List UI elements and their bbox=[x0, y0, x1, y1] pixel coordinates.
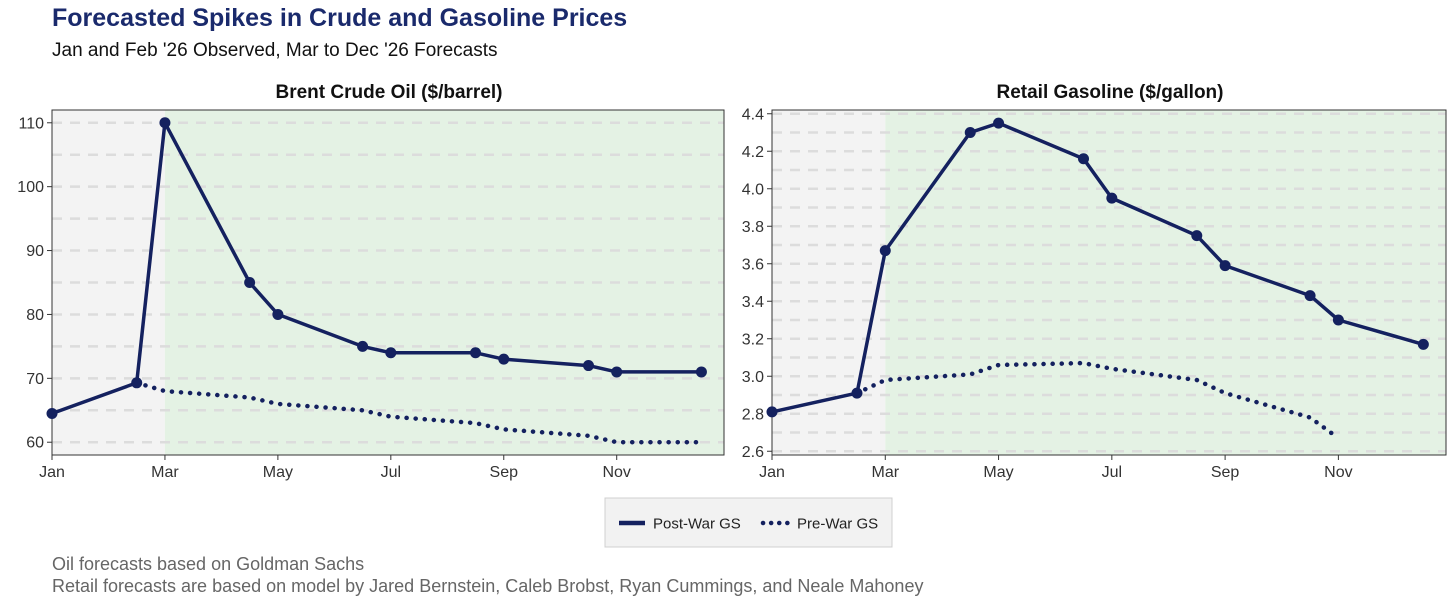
x-tick-label: Mar bbox=[871, 464, 899, 481]
data-point bbox=[1332, 314, 1344, 326]
data-point bbox=[1219, 260, 1231, 272]
x-tick-label: Nov bbox=[602, 464, 630, 481]
y-tick-label: 3.2 bbox=[742, 331, 764, 348]
y-tick-label: 90 bbox=[26, 243, 44, 260]
caption-source-retail: Retail forecasts are based on model by J… bbox=[52, 576, 924, 596]
x-tick-label: Jan bbox=[759, 464, 785, 481]
panel-brent-crude: Brent Crude Oil ($/barrel) 60 70 80 90 100 110… bbox=[17, 82, 725, 481]
data-point bbox=[695, 366, 707, 378]
x-tick-label: Sep bbox=[490, 464, 519, 481]
data-point bbox=[272, 308, 284, 320]
x-tick-label: Jan bbox=[39, 464, 65, 481]
legend-box bbox=[604, 497, 893, 548]
y-tick-label: 3.4 bbox=[742, 294, 764, 311]
y-tick-label: 100 bbox=[17, 179, 44, 196]
data-point bbox=[1106, 192, 1118, 204]
y-tick-label: 70 bbox=[26, 371, 44, 388]
y-tick-label: 80 bbox=[26, 307, 44, 324]
series-line-post-war-gs bbox=[771, 121, 1424, 414]
data-point bbox=[46, 407, 58, 419]
data-point bbox=[244, 277, 256, 288]
y-tick-label: 3.6 bbox=[742, 256, 764, 273]
x-tick-label: Sep bbox=[1211, 464, 1240, 481]
data-point bbox=[993, 117, 1005, 129]
data-point bbox=[879, 245, 891, 257]
data-point bbox=[1417, 338, 1429, 350]
panel-border bbox=[51, 109, 725, 456]
panel-retail-gasoline: Retail Gasoline ($/gallon) 2.6 2.8 3.0 3.2 3.… bbox=[742, 82, 1447, 481]
x-tick-label: Nov bbox=[1324, 464, 1352, 481]
caption-source-oil: Oil forecasts based on Goldman Sachs bbox=[52, 554, 365, 574]
data-point bbox=[385, 347, 397, 359]
data-point bbox=[470, 347, 482, 359]
forecast-period-bg bbox=[885, 110, 1446, 455]
legend-label-pre-war: Pre-War GS bbox=[797, 516, 878, 533]
data-point bbox=[498, 353, 510, 365]
x-tick-label: May bbox=[263, 464, 293, 481]
y-tick-label: 2.6 bbox=[742, 444, 764, 461]
y-tick-label: 3.8 bbox=[742, 219, 764, 236]
panel-title-gasoline: Retail Gasoline ($/gallon) bbox=[997, 82, 1224, 103]
data-point bbox=[159, 117, 171, 129]
y-tick-label: 4.2 bbox=[742, 144, 764, 161]
y-tick-label: 2.8 bbox=[742, 406, 764, 423]
x-tick-label: May bbox=[983, 464, 1013, 481]
data-point bbox=[766, 406, 778, 418]
legend-label-post-war: Post-War GS bbox=[653, 516, 741, 533]
y-tick-label: 4.4 bbox=[742, 106, 764, 123]
chart-subtitle: Jan and Feb '26 Observed, Mar to Dec '26… bbox=[52, 40, 498, 61]
panel-title-brent: Brent Crude Oil ($/barrel) bbox=[276, 82, 503, 103]
x-tick-label: Jul bbox=[1102, 464, 1122, 481]
data-point bbox=[582, 360, 594, 372]
x-tick-label: Mar bbox=[151, 464, 179, 481]
data-point bbox=[611, 366, 623, 378]
series-line-pre-war-gs bbox=[854, 360, 1341, 441]
chart-title: Forecasted Spikes in Crude and Gasoline … bbox=[52, 4, 628, 32]
data-point bbox=[1191, 230, 1203, 242]
data-point bbox=[1078, 153, 1090, 165]
legend: Post-War GS Pre-War GS bbox=[604, 497, 893, 548]
y-tick-label: 4.0 bbox=[742, 181, 764, 198]
panel-border bbox=[771, 109, 1447, 456]
y-tick-label: 60 bbox=[26, 435, 44, 452]
data-point bbox=[964, 127, 976, 138]
data-point bbox=[357, 340, 369, 352]
data-point bbox=[1304, 290, 1316, 302]
x-tick-label: Jul bbox=[381, 464, 401, 481]
y-tick-label: 3.0 bbox=[742, 369, 764, 386]
y-tick-label: 110 bbox=[18, 115, 44, 132]
series-line-pre-war-gs bbox=[134, 380, 704, 445]
